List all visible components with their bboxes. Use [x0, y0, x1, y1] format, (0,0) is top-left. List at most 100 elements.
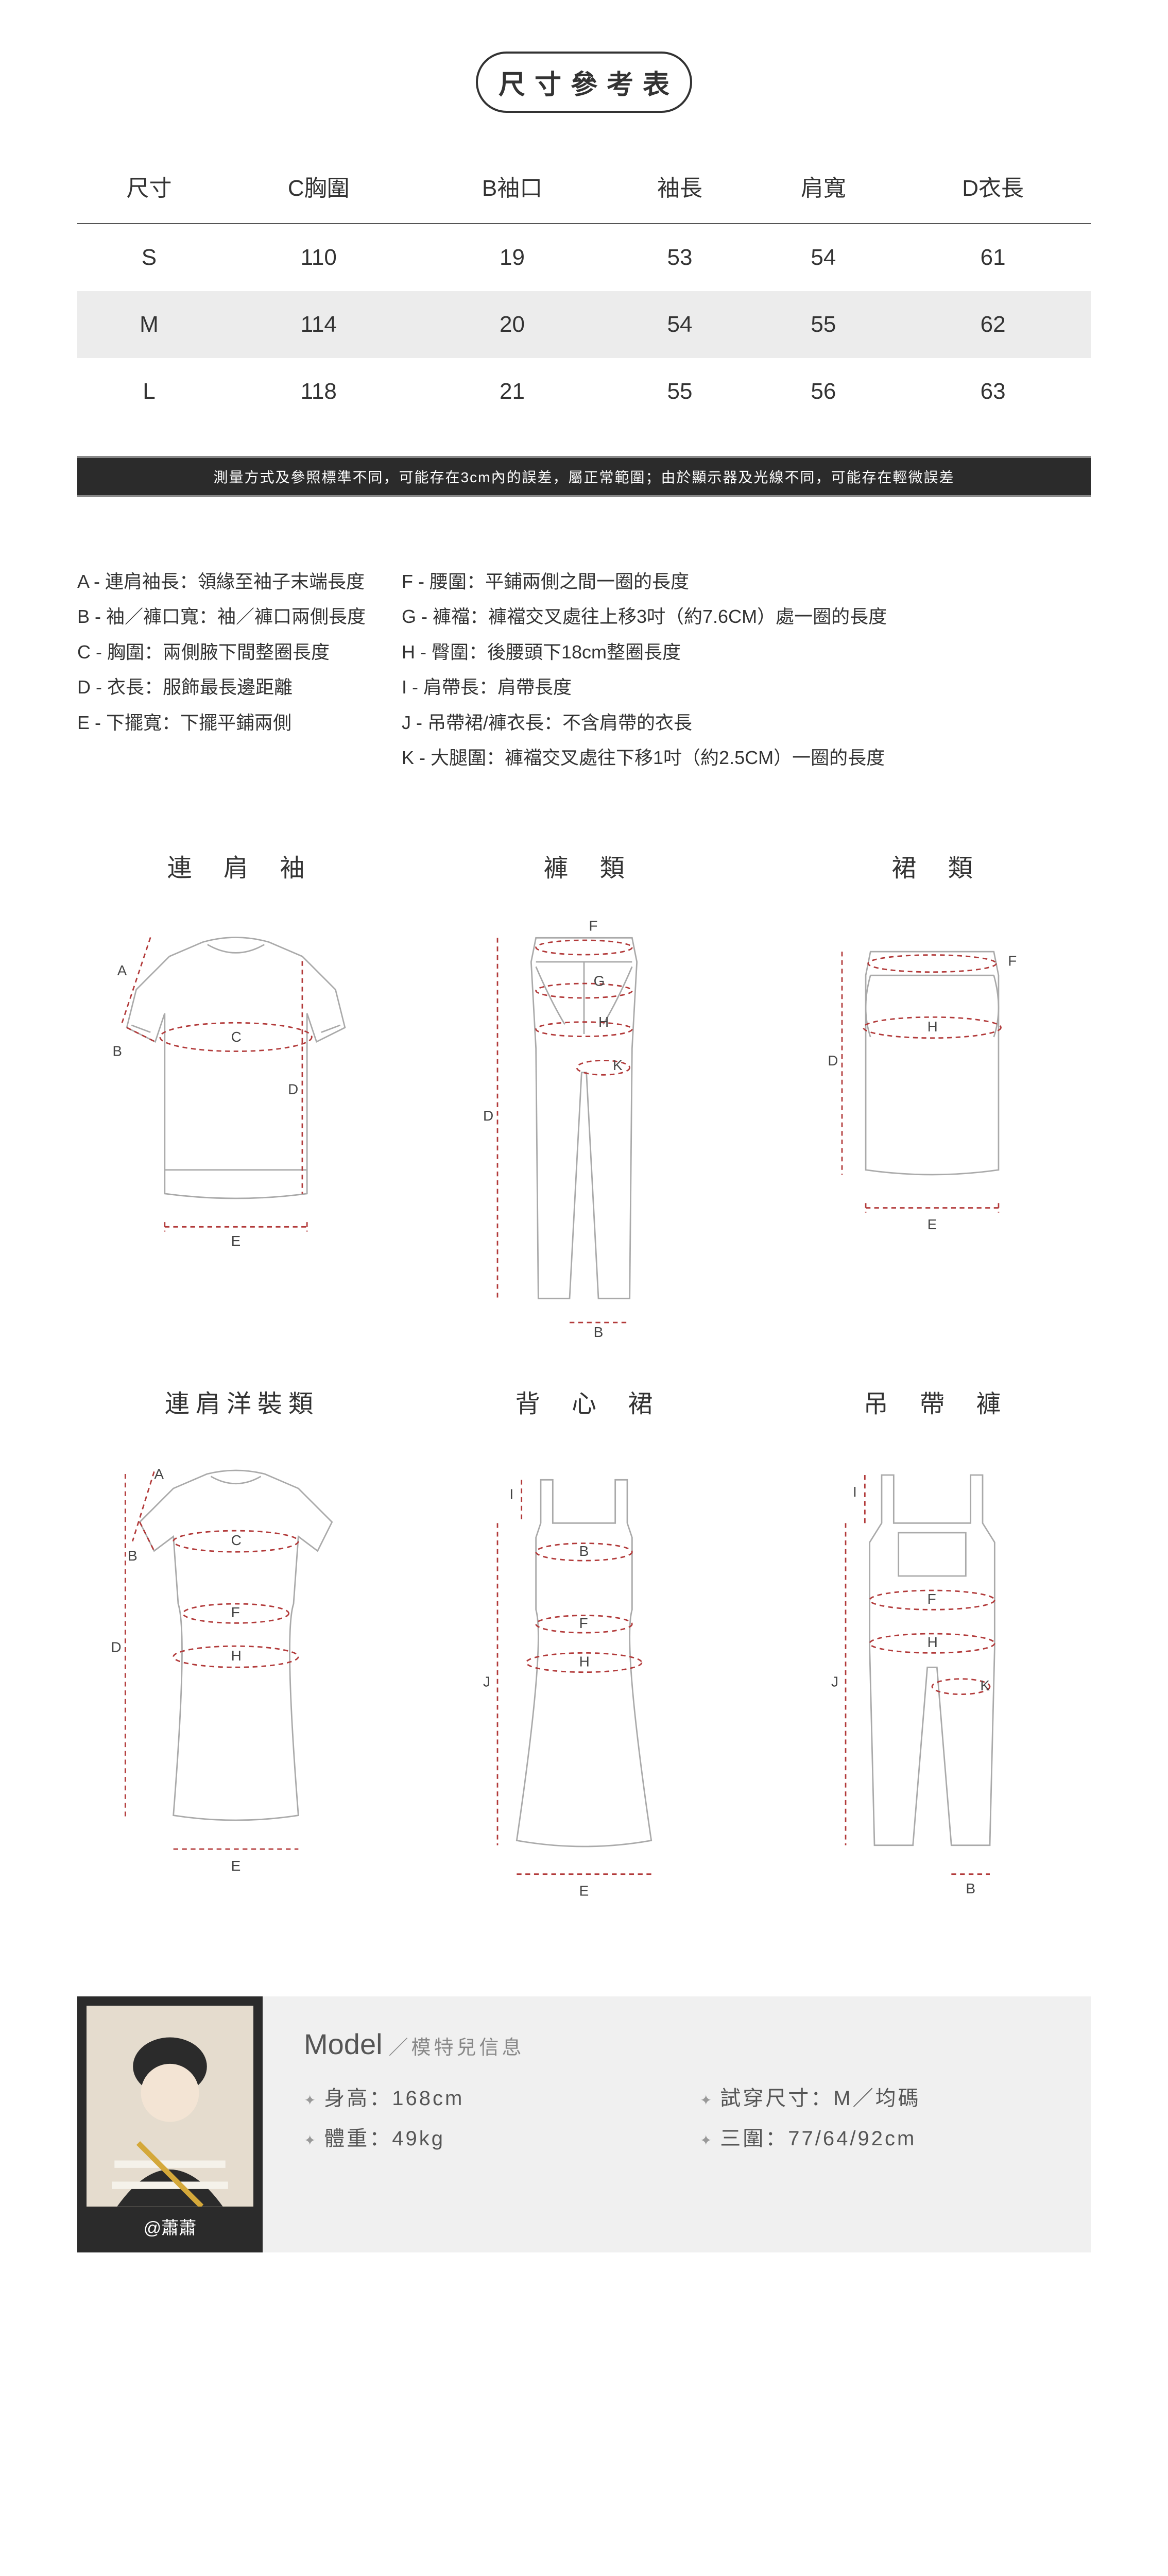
legend-item: A - 連肩袖長：領緣至袖子末端長度	[77, 564, 366, 599]
diagram-title: 褲 類	[425, 848, 743, 884]
diagram-overalls: 吊 帶 褲 I F H K J B	[774, 1383, 1091, 1914]
diagram-title: 連 肩 袖	[77, 848, 394, 884]
legend-item: I - 肩帶長：肩帶長度	[402, 670, 887, 705]
legend-item: D - 衣長：服飾最長邊距離	[77, 670, 366, 705]
svg-text:F: F	[579, 1615, 588, 1631]
model-name: @蕭蕭	[87, 2207, 253, 2243]
legend-item: G - 褲襠：褲襠交叉處往上移3吋（約7.6CM）處一圈的長度	[402, 599, 887, 634]
diagram-title: 吊 帶 褲	[774, 1383, 1091, 1419]
svg-text:J: J	[483, 1674, 490, 1690]
cell: 20	[417, 291, 608, 358]
svg-text:H: H	[579, 1654, 590, 1670]
diagram-pants: 褲 類 F G H K D B	[425, 848, 743, 1337]
svg-text:D: D	[828, 1053, 838, 1069]
table-row: L 118 21 55 56 63	[77, 358, 1091, 425]
legend-col-right: F - 腰圍：平鋪兩側之間一圈的長度 G - 褲襠：褲襠交叉處往上移3吋（約7.…	[402, 564, 887, 775]
svg-text:B: B	[594, 1324, 604, 1337]
model-info-box: @蕭蕭 Model／模特兒信息 身高：168cm 試穿尺寸：M／均碼 體重：49…	[77, 1996, 1091, 2252]
th-shoulder: 肩寬	[751, 149, 895, 224]
svg-text:I: I	[509, 1486, 513, 1502]
cell: 55	[608, 358, 752, 425]
legend-item: C - 胸圍：兩側腋下間整圈長度	[77, 635, 366, 670]
model-photo-image	[87, 2006, 253, 2207]
stat-val: 77/64/92cm	[788, 2127, 916, 2150]
svg-text:E: E	[927, 1216, 937, 1232]
cell: 56	[751, 358, 895, 425]
page-title: 尺寸參考表	[476, 52, 692, 113]
th-size: 尺寸	[77, 149, 221, 224]
model-photo: @蕭蕭	[77, 1996, 263, 2252]
table-row: S 110 19 53 54 61	[77, 224, 1091, 291]
svg-text:C: C	[231, 1532, 242, 1548]
svg-text:A: A	[154, 1466, 164, 1482]
cell: 62	[895, 291, 1091, 358]
svg-text:E: E	[231, 1233, 241, 1249]
cell: 21	[417, 358, 608, 425]
model-heading-sub: ／模特兒信息	[389, 2037, 525, 2059]
model-stats: 身高：168cm 試穿尺寸：M／均碼 體重：49kg 三圍：77/64/92cm	[304, 2081, 1050, 2151]
diagram-skirt: 裙 類 F H D E	[774, 848, 1091, 1337]
svg-text:G: G	[594, 973, 605, 989]
stat-key: 體重：	[304, 2127, 392, 2150]
cell: 110	[221, 224, 417, 291]
measurement-legend: A - 連肩袖長：領緣至袖子末端長度 B - 袖／褲口寬：袖／褲口兩側長度 C …	[77, 564, 1091, 775]
th-chest: C胸圍	[221, 149, 417, 224]
svg-text:E: E	[231, 1858, 241, 1874]
diagram-title: 連肩洋裝類	[77, 1383, 394, 1419]
svg-text:D: D	[288, 1081, 298, 1097]
th-sleeve: 袖長	[608, 149, 752, 224]
stat-val: 49kg	[392, 2127, 445, 2150]
svg-text:H: H	[927, 1634, 938, 1650]
diagram-title: 背 心 裙	[425, 1383, 743, 1419]
cell: 55	[751, 291, 895, 358]
svg-text:A: A	[117, 963, 127, 979]
diagram-title: 裙 類	[774, 848, 1091, 884]
model-heading: Model／模特兒信息	[304, 2027, 1050, 2061]
svg-text:B: B	[579, 1543, 589, 1559]
diagram-slip-dress: 背 心 裙 I B F H J E	[425, 1383, 743, 1914]
svg-text:F: F	[589, 918, 597, 934]
legend-col-left: A - 連肩袖長：領緣至袖子末端長度 B - 袖／褲口寬：袖／褲口兩側長度 C …	[77, 564, 366, 775]
diagram-grid: 連 肩 袖 A B C D E	[77, 848, 1091, 1914]
svg-text:F: F	[927, 1591, 936, 1607]
svg-text:B: B	[966, 1880, 975, 1896]
table-row: M 114 20 54 55 62	[77, 291, 1091, 358]
svg-text:J: J	[831, 1674, 838, 1690]
legend-item: K - 大腿圍：褲襠交叉處往下移1吋（約2.5CM）一圈的長度	[402, 740, 887, 775]
cell: 61	[895, 224, 1091, 291]
stat-key: 試穿尺寸：	[700, 2087, 833, 2110]
legend-item: F - 腰圍：平鋪兩側之間一圈的長度	[402, 564, 887, 599]
svg-text:H: H	[927, 1019, 938, 1035]
legend-item: E - 下擺寬：下擺平鋪兩側	[77, 705, 366, 740]
diagram-raglan-tee: 連 肩 袖 A B C D E	[77, 848, 394, 1337]
cell: 19	[417, 224, 608, 291]
size-table: 尺寸 C胸圍 B袖口 袖長 肩寬 D衣長 S 110 19 53 54 61 M…	[77, 149, 1091, 425]
stat-val: 168cm	[392, 2087, 464, 2110]
svg-text:B: B	[113, 1043, 122, 1059]
cell: 63	[895, 358, 1091, 425]
svg-text:K: K	[980, 1677, 990, 1693]
svg-text:D: D	[483, 1108, 493, 1124]
legend-item: J - 吊帶裙/褲衣長：不含肩帶的衣長	[402, 705, 887, 740]
cell: M	[77, 291, 221, 358]
th-cuff: B袖口	[417, 149, 608, 224]
diagram-raglan-dress: 連肩洋裝類 A B C F H D E	[77, 1383, 394, 1914]
measurement-note: 測量方式及參照標準不同，可能存在3cm內的誤差，屬正常範圍；由於顯示器及光線不同…	[77, 456, 1091, 497]
stat-key: 三圍：	[700, 2127, 788, 2150]
cell: S	[77, 224, 221, 291]
svg-text:C: C	[231, 1029, 242, 1045]
stat-val: M／均碼	[833, 2087, 920, 2110]
cell: 114	[221, 291, 417, 358]
model-info: Model／模特兒信息 身高：168cm 試穿尺寸：M／均碼 體重：49kg 三…	[263, 1996, 1091, 2252]
svg-text:K: K	[613, 1057, 623, 1073]
svg-text:H: H	[598, 1014, 609, 1030]
svg-text:F: F	[231, 1604, 240, 1620]
cell: L	[77, 358, 221, 425]
svg-text:I: I	[853, 1484, 857, 1500]
svg-text:E: E	[579, 1883, 589, 1899]
cell: 54	[751, 224, 895, 291]
cell: 118	[221, 358, 417, 425]
svg-text:H: H	[231, 1648, 242, 1664]
cell: 54	[608, 291, 752, 358]
stat-key: 身高：	[304, 2087, 392, 2110]
